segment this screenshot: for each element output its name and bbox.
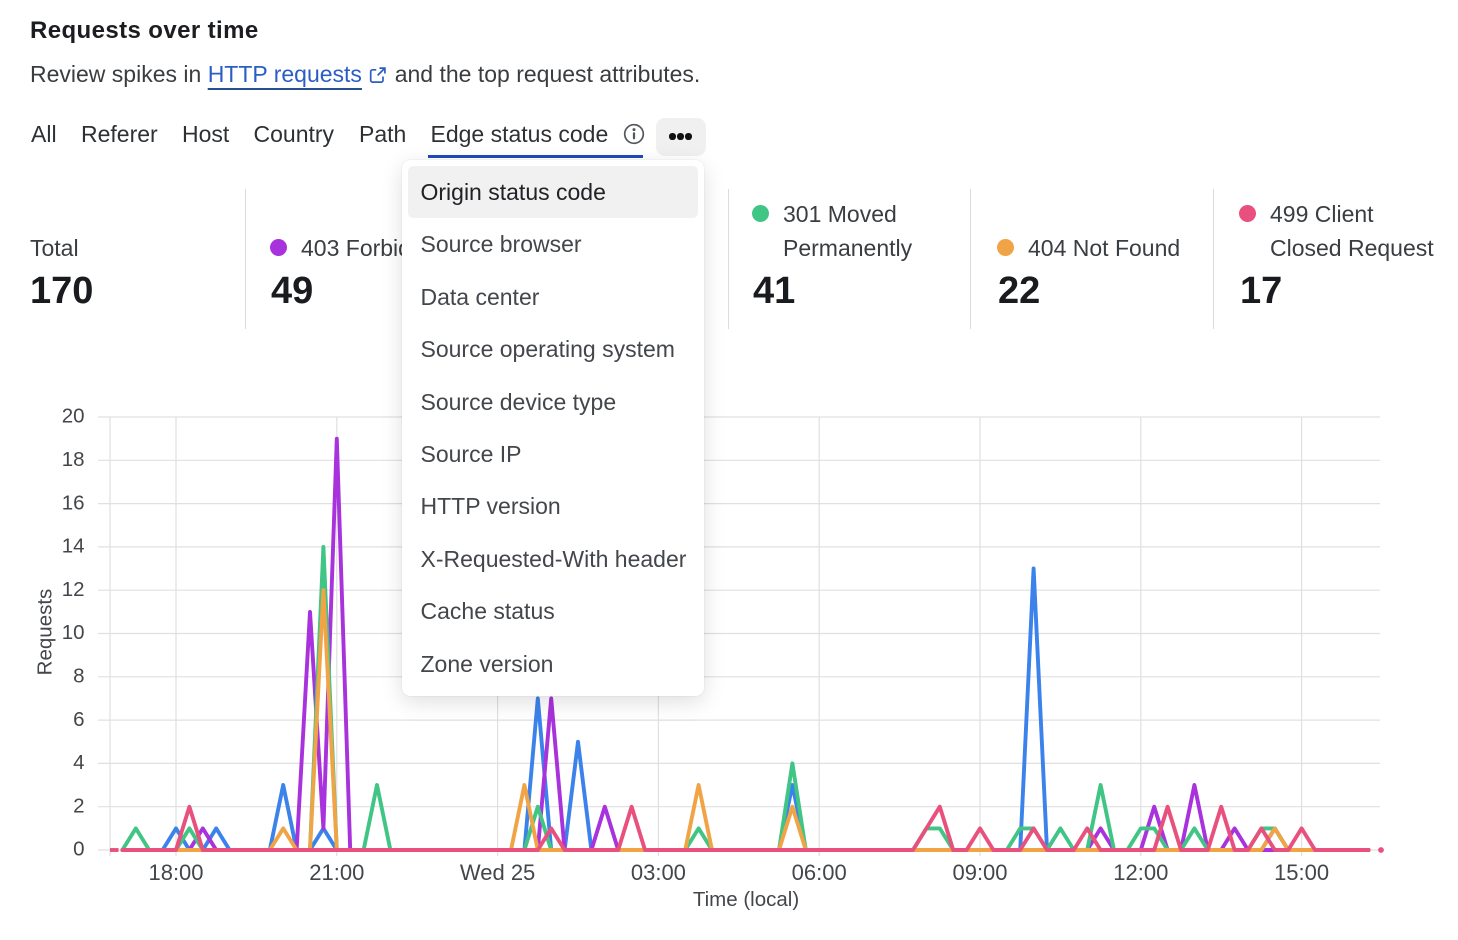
svg-text:4: 4 xyxy=(73,751,84,774)
svg-text:03:00: 03:00 xyxy=(631,860,686,885)
svg-text:8: 8 xyxy=(73,665,84,688)
svg-text:20: 20 xyxy=(62,405,85,428)
svg-text:Time (local): Time (local) xyxy=(693,888,799,911)
svg-text:15:00: 15:00 xyxy=(1274,860,1329,885)
svg-text:16: 16 xyxy=(62,491,85,514)
svg-text:12:00: 12:00 xyxy=(1113,860,1168,885)
svg-text:Requests: Requests xyxy=(34,589,57,676)
svg-text:18: 18 xyxy=(62,448,85,471)
svg-text:21:00: 21:00 xyxy=(309,860,364,885)
svg-text:0: 0 xyxy=(73,838,84,861)
svg-text:Wed 25: Wed 25 xyxy=(460,860,535,885)
svg-text:09:00: 09:00 xyxy=(952,860,1007,885)
svg-text:18:00: 18:00 xyxy=(148,860,203,885)
svg-text:12: 12 xyxy=(62,578,85,601)
svg-text:14: 14 xyxy=(62,535,85,558)
svg-text:6: 6 xyxy=(73,708,84,731)
svg-text:06:00: 06:00 xyxy=(792,860,847,885)
svg-text:10: 10 xyxy=(62,621,85,644)
svg-text:2: 2 xyxy=(73,794,84,817)
